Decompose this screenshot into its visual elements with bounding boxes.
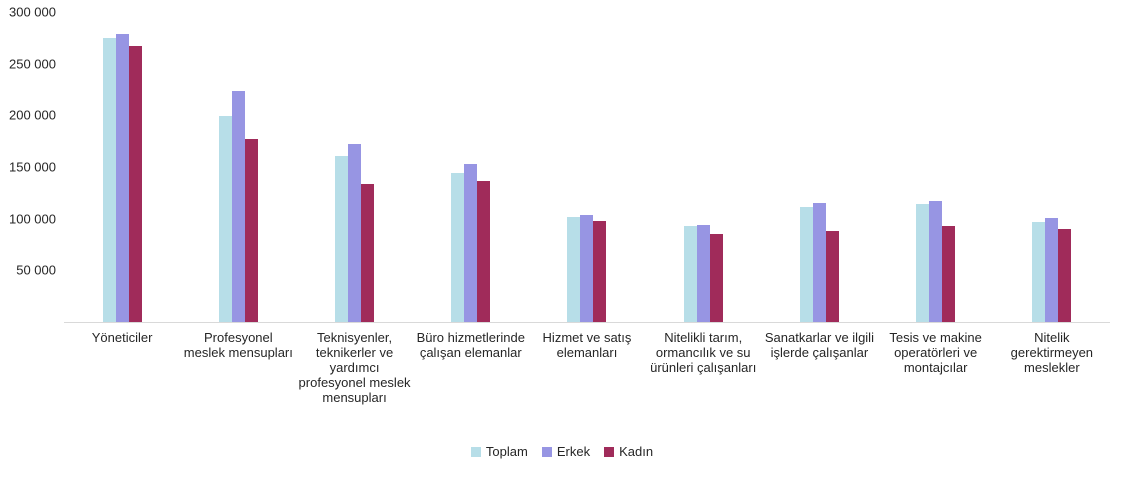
plot-area (64, 12, 1110, 322)
bar-groups (64, 12, 1110, 322)
bar-erkek (696, 224, 710, 322)
bar-kadin (593, 220, 607, 322)
bar-toplam (567, 216, 581, 322)
x-category-label: Nitelikli tarım, ormancılık ve su ürünle… (650, 330, 757, 375)
bar-kadin (477, 181, 491, 322)
bar-kadin (128, 46, 142, 322)
x-category-label: Hizmet ve satış elemanları (542, 330, 632, 360)
bar-group (64, 12, 180, 322)
bar-toplam (1032, 221, 1046, 322)
legend-item-erkek: Erkek (541, 444, 591, 459)
bar-erkek (348, 144, 362, 322)
bar-kadin (1058, 229, 1072, 322)
bar-erkek (580, 214, 594, 322)
bar-kadin (361, 183, 375, 322)
legend-swatch-erkek (541, 446, 552, 457)
x-category-label: Teknisyenler, teknikerler ve yardımcı pr… (298, 330, 411, 405)
bar-toplam (102, 37, 116, 322)
y-tick-label: 300 000 (9, 4, 56, 20)
legend-label-toplam: Toplam (485, 444, 528, 459)
bar-group (180, 12, 296, 322)
y-tick-label: 150 000 (9, 159, 56, 175)
y-tick-label: 250 000 (9, 56, 56, 72)
legend-label-kadin: Kadın (619, 444, 654, 459)
bar-toplam (335, 155, 349, 322)
x-category-label: Profesyonel meslek mensupları (183, 330, 293, 360)
bar-group (645, 12, 761, 322)
legend-label-erkek: Erkek (556, 444, 591, 459)
x-axis-line (64, 322, 1110, 323)
bar-kadin (942, 225, 956, 322)
legend-swatch-toplam (470, 446, 481, 457)
bar-toplam (683, 225, 697, 322)
x-category-label: Nitelik gerektirmeyen meslekler (1010, 330, 1094, 375)
bar-kadin (709, 234, 723, 322)
x-category-label: Tesis ve makine operatörleri ve montajcı… (889, 330, 982, 375)
legend-swatch-kadin (604, 446, 615, 457)
bar-group (413, 12, 529, 322)
bar-erkek (464, 163, 478, 322)
y-tick-label: 50 000 (16, 262, 56, 278)
bar-group (296, 12, 412, 322)
bar-group (529, 12, 645, 322)
bar-erkek (812, 203, 826, 322)
x-category-label: Yöneticiler (91, 330, 153, 345)
x-category-label: Sanatkarlar ve ilgili işlerde çalışanlar (764, 330, 874, 360)
bar-kadin (244, 139, 258, 322)
bar-group (994, 12, 1110, 322)
y-axis: 300 000 250 000 200 000 150 000 100 000 50 00… (0, 0, 58, 480)
bar-erkek (1045, 217, 1059, 322)
bar-group (878, 12, 994, 322)
bar-toplam (451, 173, 465, 322)
bar-toplam (916, 204, 930, 322)
x-category-label: Büro hizmetlerinde çalışan elemanlar (416, 330, 525, 360)
bar-kadin (825, 231, 839, 322)
legend-item-kadin: Kadın (604, 444, 653, 459)
x-axis-labels: Yöneticiler Profesyonel meslek mensupları… (64, 330, 1110, 405)
bar-erkek (115, 33, 129, 322)
legend-item-toplam: Toplam (470, 444, 528, 459)
bar-toplam (799, 207, 813, 322)
y-tick-label: 100 000 (9, 211, 56, 227)
y-tick-label: 200 000 (9, 107, 56, 123)
bar-erkek (929, 201, 943, 322)
legend: Toplam Erkek Kadın (0, 444, 1124, 459)
bar-group (761, 12, 877, 322)
bar-erkek (231, 90, 245, 322)
bar-toplam (218, 116, 232, 322)
